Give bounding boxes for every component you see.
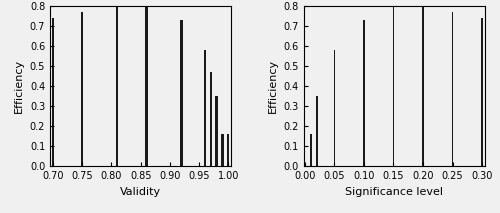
Bar (216, 96, 218, 166)
Bar (422, 6, 424, 166)
Bar (116, 6, 118, 166)
Bar (204, 50, 206, 166)
Bar (180, 20, 182, 166)
Bar (210, 72, 212, 166)
Bar (452, 12, 454, 166)
Bar (310, 134, 312, 166)
Bar (316, 96, 318, 166)
Bar (52, 18, 54, 166)
Bar (222, 134, 224, 166)
Bar (146, 6, 148, 166)
Bar (227, 134, 230, 166)
Y-axis label: Efficiency: Efficiency (268, 59, 278, 113)
Bar (81, 12, 84, 166)
X-axis label: Validity: Validity (120, 187, 161, 197)
Bar (392, 6, 394, 166)
X-axis label: Significance level: Significance level (346, 187, 444, 197)
Y-axis label: Efficiency: Efficiency (14, 59, 24, 113)
Bar (481, 18, 483, 166)
Bar (363, 20, 365, 166)
Bar (334, 50, 336, 166)
